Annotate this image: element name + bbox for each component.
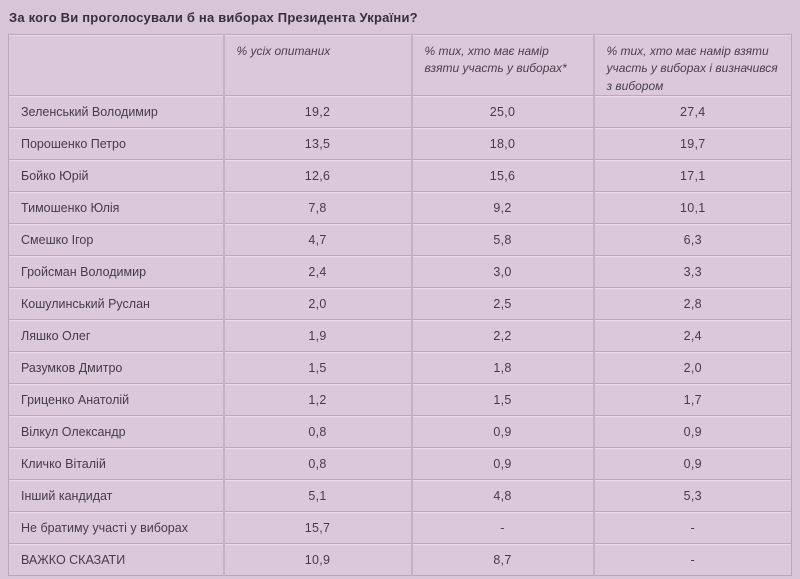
candidate-name-cell: Гриценко Анатолій xyxy=(8,383,225,416)
value-all-respondents-cell: 7,8 xyxy=(223,191,413,224)
value-intend-to-vote-cell: 2,2 xyxy=(411,319,595,352)
page-title: За кого Ви проголосували б на виборах Пр… xyxy=(9,10,418,25)
candidate-name-cell: Кошулинський Руслан xyxy=(8,287,225,320)
value-decided-voters-cell: 6,3 xyxy=(593,223,792,256)
candidate-name-cell: Гройсман Володимир xyxy=(8,255,225,288)
value-intend-to-vote-cell: 1,5 xyxy=(411,383,595,416)
candidate-name-cell: Не братиму участі у виборах xyxy=(8,511,225,544)
table-row: Не братиму участі у виборах 15,7 - - xyxy=(8,511,792,544)
value-intend-to-vote-cell: 4,8 xyxy=(411,479,595,512)
header-row: % усіх опитаних % тих, хто має намір взя… xyxy=(8,33,792,96)
value-decided-voters-cell: 5,3 xyxy=(593,479,792,512)
value-intend-to-vote-cell: 0,9 xyxy=(411,447,595,480)
candidate-name-cell: Вілкул Олександр xyxy=(8,415,225,448)
value-decided-voters-cell: 19,7 xyxy=(593,127,792,160)
table-row: ВАЖКО СКАЗАТИ 10,9 8,7 - xyxy=(8,543,792,576)
candidate-name-cell: Тимошенко Юлія xyxy=(8,191,225,224)
value-decided-voters-cell: 27,4 xyxy=(593,95,792,128)
value-decided-voters-cell: 2,8 xyxy=(593,287,792,320)
value-all-respondents-cell: 1,2 xyxy=(223,383,413,416)
value-intend-to-vote-cell: 2,5 xyxy=(411,287,595,320)
value-all-respondents-cell: 12,6 xyxy=(223,159,413,192)
candidate-name-cell: Кличко Віталій xyxy=(8,447,225,480)
value-intend-to-vote-cell: 18,0 xyxy=(411,127,595,160)
candidate-name-cell: Бойко Юрій xyxy=(8,159,225,192)
value-decided-voters-cell: 1,7 xyxy=(593,383,792,416)
table-row: Тимошенко Юлія 7,8 9,2 10,1 xyxy=(8,191,792,224)
table-row: Порошенко Петро 13,5 18,0 19,7 xyxy=(8,127,792,160)
candidate-name-cell: Смешко Ігор xyxy=(8,223,225,256)
value-decided-voters-cell: 0,9 xyxy=(593,415,792,448)
candidate-name-cell: Порошенко Петро xyxy=(8,127,225,160)
table-body: Зеленський Володимир 19,2 25,0 27,4 Поро… xyxy=(8,95,792,576)
value-intend-to-vote-cell: 5,8 xyxy=(411,223,595,256)
value-intend-to-vote-cell: 3,0 xyxy=(411,255,595,288)
value-decided-voters-cell: - xyxy=(593,511,792,544)
value-intend-to-vote-cell: 25,0 xyxy=(411,95,595,128)
table-row: Гриценко Анатолій 1,2 1,5 1,7 xyxy=(8,383,792,416)
value-all-respondents-cell: 4,7 xyxy=(223,223,413,256)
value-all-respondents-cell: 0,8 xyxy=(223,447,413,480)
header-intend-to-vote: % тих, хто має намір взяти участь у вибо… xyxy=(411,33,595,96)
header-decided-voters: % тих, хто має намір взяти участь у вибо… xyxy=(593,33,792,96)
value-intend-to-vote-cell: 1,8 xyxy=(411,351,595,384)
value-intend-to-vote-cell: 0,9 xyxy=(411,415,595,448)
candidate-name-cell: Разумков Дмитро xyxy=(8,351,225,384)
value-all-respondents-cell: 5,1 xyxy=(223,479,413,512)
value-all-respondents-cell: 1,5 xyxy=(223,351,413,384)
value-all-respondents-cell: 15,7 xyxy=(223,511,413,544)
table-row: Вілкул Олександр 0,8 0,9 0,9 xyxy=(8,415,792,448)
value-decided-voters-cell: 2,0 xyxy=(593,351,792,384)
header-empty-cell xyxy=(8,33,225,96)
table-row: Разумков Дмитро 1,5 1,8 2,0 xyxy=(8,351,792,384)
value-all-respondents-cell: 2,0 xyxy=(223,287,413,320)
header-all-respondents: % усіх опитаних xyxy=(223,33,413,96)
table-row: Смешко Ігор 4,7 5,8 6,3 xyxy=(8,223,792,256)
value-intend-to-vote-cell: - xyxy=(411,511,595,544)
table-row: Кличко Віталій 0,8 0,9 0,9 xyxy=(8,447,792,480)
table-row: Кошулинський Руслан 2,0 2,5 2,8 xyxy=(8,287,792,320)
value-decided-voters-cell: 10,1 xyxy=(593,191,792,224)
table-row: Бойко Юрій 12,6 15,6 17,1 xyxy=(8,159,792,192)
value-all-respondents-cell: 1,9 xyxy=(223,319,413,352)
value-intend-to-vote-cell: 8,7 xyxy=(411,543,595,576)
candidate-name-cell: Інший кандидат xyxy=(8,479,225,512)
value-decided-voters-cell: - xyxy=(593,543,792,576)
value-intend-to-vote-cell: 9,2 xyxy=(411,191,595,224)
value-all-respondents-cell: 13,5 xyxy=(223,127,413,160)
table-row: Гройсман Володимир 2,4 3,0 3,3 xyxy=(8,255,792,288)
value-all-respondents-cell: 0,8 xyxy=(223,415,413,448)
poll-results-table: % усіх опитаних % тих, хто має намір взя… xyxy=(8,33,792,577)
value-all-respondents-cell: 10,9 xyxy=(223,543,413,576)
value-all-respondents-cell: 19,2 xyxy=(223,95,413,128)
value-all-respondents-cell: 2,4 xyxy=(223,255,413,288)
value-intend-to-vote-cell: 15,6 xyxy=(411,159,595,192)
table-row: Ляшко Олег 1,9 2,2 2,4 xyxy=(8,319,792,352)
value-decided-voters-cell: 2,4 xyxy=(593,319,792,352)
candidate-name-cell: Зеленський Володимир xyxy=(8,95,225,128)
value-decided-voters-cell: 0,9 xyxy=(593,447,792,480)
table-row: Зеленський Володимир 19,2 25,0 27,4 xyxy=(8,95,792,128)
candidate-name-cell: ВАЖКО СКАЗАТИ xyxy=(8,543,225,576)
candidate-name-cell: Ляшко Олег xyxy=(8,319,225,352)
value-decided-voters-cell: 17,1 xyxy=(593,159,792,192)
value-decided-voters-cell: 3,3 xyxy=(593,255,792,288)
table-row: Інший кандидат 5,1 4,8 5,3 xyxy=(8,479,792,512)
